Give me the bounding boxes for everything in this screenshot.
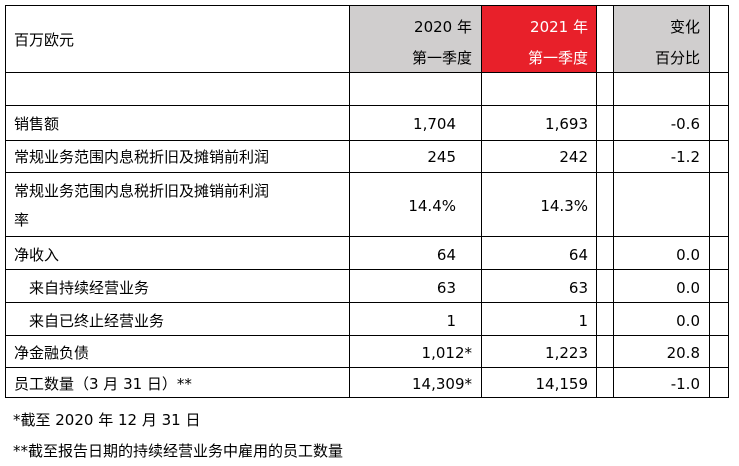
financial-table: 百万欧元 2020 年 第一季度 2021 年 第一季度 变化 百分比 销售额 … (5, 5, 729, 398)
row-ebitda-margin-2020: 14.4% (408, 197, 456, 215)
header-2020-quarter: 第一季度 (411, 49, 472, 67)
row-ebitda-2020: 245 (427, 148, 456, 166)
header-2020-background (350, 6, 481, 72)
row-continuing-ops-change: 0.0 (676, 279, 700, 297)
row-discontinued-ops-2020: 1 (446, 312, 456, 330)
row-sales-change: -0.6 (670, 115, 700, 133)
row-net-income-2021: 64 (568, 246, 588, 264)
row-label-continuing-ops: 来自持续经营业务 (29, 279, 150, 297)
header-2021-background (482, 6, 596, 72)
unit-label: 百万欧元 (14, 31, 75, 49)
row-net-income-change: 0.0 (676, 246, 700, 264)
row-ebitda-change: -1.2 (670, 148, 700, 166)
header-2021-year: 2021 年 (530, 18, 588, 36)
footnote-2: **截至报告日期的持续经营业务中雇用的员工数量 (13, 442, 344, 460)
row-employees-2020: 14,309* (412, 375, 472, 393)
row-net-debt-2020: 1,012* (421, 344, 472, 362)
row-label-net-debt: 净金融负债 (14, 344, 90, 362)
row-sales-2021: 1,693 (545, 115, 588, 133)
header-2021-quarter: 第一季度 (527, 49, 588, 67)
row-discontinued-ops-2021: 1 (578, 312, 588, 330)
row-label-ebitda-margin-line2: 率 (14, 211, 30, 229)
row-label-discontinued-ops: 来自已终止经营业务 (29, 312, 165, 330)
row-ebitda-margin-2021: 14.3% (540, 197, 588, 215)
row-net-debt-change: 20.8 (666, 344, 700, 362)
row-label-sales: 销售额 (14, 115, 60, 133)
row-net-income-2020: 64 (436, 246, 456, 264)
row-employees-change: -1.0 (670, 375, 700, 393)
row-label-ebitda-margin-line1: 常规业务范围内息税折旧及摊销前利润 (14, 182, 270, 200)
header-change-title: 变化 (669, 18, 700, 36)
row-label-ebitda: 常规业务范围内息税折旧及摊销前利润 (14, 148, 270, 166)
row-continuing-ops-2020: 63 (436, 279, 456, 297)
header-change-subtitle: 百分比 (654, 49, 700, 67)
row-employees-2021: 14,159 (535, 375, 589, 393)
header-2020-year: 2020 年 (414, 18, 472, 36)
header-change-background (614, 6, 709, 72)
row-discontinued-ops-change: 0.0 (676, 312, 700, 330)
footnote-1: *截至 2020 年 12 月 31 日 (13, 411, 201, 429)
row-label-net-income: 净收入 (14, 246, 60, 264)
row-sales-2020: 1,704 (413, 115, 456, 133)
row-net-debt-2021: 1,223 (545, 344, 588, 362)
row-label-employees: 员工数量（3 月 31 日）** (14, 375, 192, 393)
row-ebitda-2021: 242 (559, 148, 588, 166)
row-continuing-ops-2021: 63 (568, 279, 588, 297)
